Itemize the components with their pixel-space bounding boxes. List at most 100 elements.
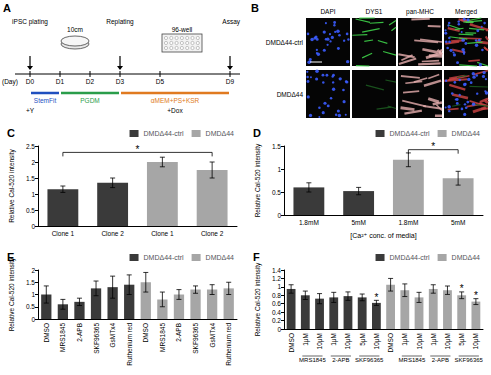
svg-text:DMDΔ44: DMDΔ44 (206, 254, 235, 261)
svg-text:2: 2 (31, 159, 35, 166)
svg-text:5μM: 5μM (359, 333, 367, 346)
svg-text:*: * (136, 144, 140, 155)
svg-text:1.2: 1.2 (272, 275, 281, 282)
svg-text:DMDΔ44-ctrl: DMDΔ44-ctrl (144, 254, 185, 261)
svg-text:1: 1 (277, 166, 281, 173)
svg-text:0: 0 (31, 316, 35, 323)
svg-text:MRS1845: MRS1845 (399, 357, 426, 363)
svg-text:Clone 2: Clone 2 (101, 230, 124, 237)
svg-text:96-well: 96-well (172, 26, 193, 33)
svg-text:Assay: Assay (222, 18, 240, 26)
svg-text:0.5: 0.5 (272, 189, 281, 196)
svg-text:GsMTx4: GsMTx4 (109, 323, 116, 348)
svg-text:SKF96365: SKF96365 (192, 323, 199, 354)
svg-text:2-APB: 2-APB (332, 357, 349, 363)
svg-text:DMSO: DMSO (288, 333, 295, 353)
svg-text:StemFit: StemFit (34, 97, 57, 104)
svg-text:DMSO: DMSO (43, 323, 50, 343)
svg-text:*: * (460, 283, 464, 294)
svg-text:SKF96365: SKF96365 (455, 357, 484, 363)
svg-text:1μM: 1μM (302, 333, 310, 346)
svg-text:2: 2 (31, 267, 35, 274)
svg-text:MRS1845: MRS1845 (299, 357, 326, 363)
svg-text:Clone 1: Clone 1 (52, 230, 75, 237)
svg-text:*: * (374, 292, 378, 303)
svg-text:D2: D2 (86, 78, 95, 85)
svg-text:MRS1845: MRS1845 (159, 323, 166, 352)
svg-text:DMDΔ44-ctrl: DMDΔ44-ctrl (390, 130, 431, 137)
svg-text:D1: D1 (56, 78, 65, 85)
svg-text:1: 1 (31, 191, 35, 198)
svg-text:DMDΔ44-ctrl: DMDΔ44-ctrl (144, 130, 185, 137)
svg-text:10μM: 10μM (416, 333, 424, 349)
svg-text:2-APB: 2-APB (76, 323, 83, 342)
svg-text:2-APB: 2-APB (432, 357, 449, 363)
svg-text:DMDΔ44: DMDΔ44 (277, 91, 304, 98)
svg-text:10μM: 10μM (472, 333, 480, 349)
svg-text:(Day): (Day) (2, 78, 18, 86)
svg-text:+Dox: +Dox (167, 107, 183, 114)
svg-text:DMDΔ44-ctrl: DMDΔ44-ctrl (266, 39, 304, 46)
svg-text:D5: D5 (156, 78, 165, 85)
svg-text:1: 1 (277, 283, 281, 290)
svg-text:Relative Cal-520 intensity: Relative Cal-520 intensity (254, 262, 262, 336)
svg-text:1.8mM: 1.8mM (398, 219, 418, 226)
svg-text:D0: D0 (26, 78, 35, 85)
svg-text:0.6: 0.6 (272, 300, 281, 307)
svg-text:0: 0 (277, 212, 281, 219)
svg-text:1.5: 1.5 (272, 143, 281, 150)
svg-text:5μM: 5μM (458, 333, 466, 346)
svg-text:DMDΔ44-ctrl: DMDΔ44-ctrl (390, 254, 431, 261)
svg-text:5mM: 5mM (351, 219, 365, 226)
svg-text:DMDΔ44: DMDΔ44 (206, 130, 235, 137)
svg-text:DMDΔ44: DMDΔ44 (452, 254, 481, 261)
svg-text:D9: D9 (226, 78, 235, 85)
svg-text:*: * (431, 141, 435, 152)
svg-text:E: E (7, 251, 14, 263)
svg-text:0.4: 0.4 (272, 309, 281, 316)
svg-text:0.5: 0.5 (26, 303, 35, 310)
svg-text:2.5: 2.5 (26, 143, 35, 150)
svg-text:B: B (251, 2, 259, 14)
svg-text:Clone 2: Clone 2 (201, 230, 224, 237)
svg-text:SKF96365: SKF96365 (93, 323, 100, 354)
svg-text:DMSO: DMSO (387, 333, 394, 353)
svg-text:0: 0 (277, 326, 281, 333)
svg-text:MRS1845: MRS1845 (59, 323, 66, 352)
svg-text:2-APB: 2-APB (175, 323, 182, 342)
svg-text:Merged: Merged (455, 8, 477, 16)
svg-text:Relative Cal-520 intensity: Relative Cal-520 intensity (254, 143, 262, 217)
svg-text:0.8: 0.8 (272, 292, 281, 299)
svg-text:1.5: 1.5 (26, 279, 35, 286)
svg-text:DYS1: DYS1 (366, 8, 383, 15)
svg-text:10μM: 10μM (316, 333, 324, 349)
svg-text:Ruthenium red: Ruthenium red (126, 323, 133, 366)
svg-text:5mM: 5mM (451, 219, 465, 226)
svg-text:1.8mM: 1.8mM (299, 219, 319, 226)
svg-text:1.4: 1.4 (272, 267, 281, 274)
svg-text:A: A (3, 2, 11, 14)
svg-text:10μM: 10μM (344, 333, 352, 349)
svg-text:0.2: 0.2 (272, 317, 281, 324)
svg-text:DMDΔ44: DMDΔ44 (452, 130, 481, 137)
svg-text:[Ca²⁺ conc. of media]: [Ca²⁺ conc. of media] (350, 232, 416, 240)
svg-text:1.5: 1.5 (26, 175, 35, 182)
svg-text:C: C (7, 127, 15, 139)
svg-text:1μM: 1μM (330, 333, 338, 346)
svg-text:0.5: 0.5 (26, 207, 35, 214)
svg-text:*: * (474, 290, 478, 301)
svg-text:SKF96365: SKF96365 (355, 357, 384, 363)
svg-text:10cm: 10cm (67, 26, 83, 33)
svg-text:10μM: 10μM (444, 333, 452, 349)
svg-text:10μM: 10μM (373, 333, 381, 349)
svg-text:Relative Cal-520 intensity: Relative Cal-520 intensity (8, 148, 16, 222)
svg-text:Clone 1: Clone 1 (151, 230, 174, 237)
svg-text:1μM: 1μM (430, 333, 438, 346)
svg-text:D: D (253, 127, 261, 139)
svg-text:Replating: Replating (106, 18, 134, 26)
svg-text:D3: D3 (116, 78, 125, 85)
svg-text:PGDM: PGDM (80, 97, 100, 104)
svg-text:Ruthenium red: Ruthenium red (225, 323, 232, 366)
svg-text:DAPI: DAPI (320, 8, 335, 15)
svg-text:+Y: +Y (26, 107, 35, 114)
